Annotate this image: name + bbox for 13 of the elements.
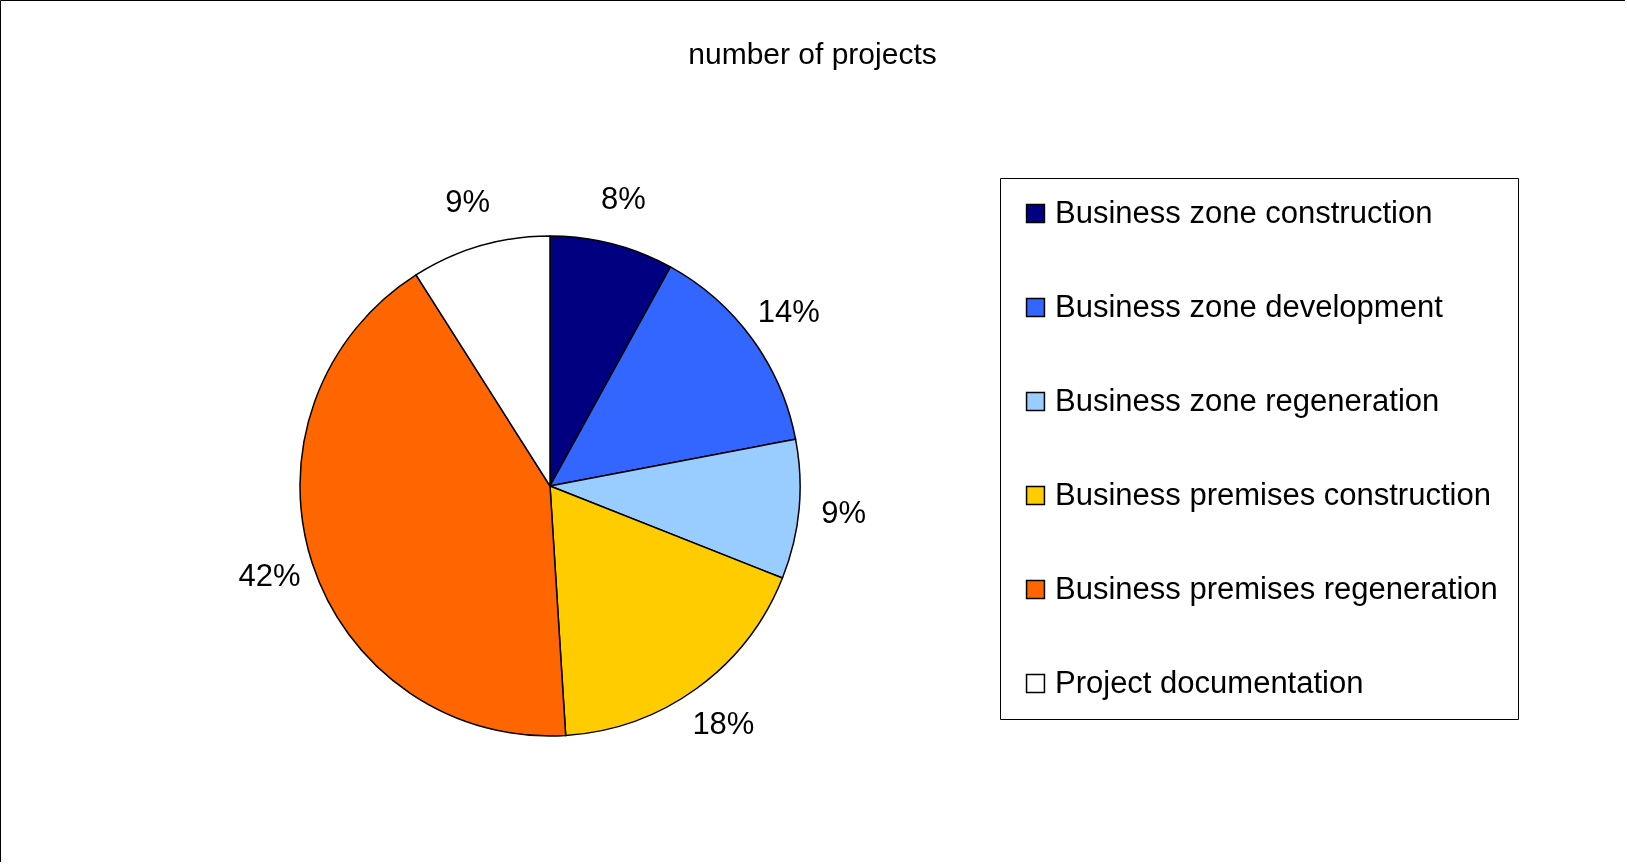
data-label: 9% (445, 183, 491, 219)
legend-label: Business zone development (1055, 288, 1444, 324)
data-label: 42% (238, 558, 301, 594)
data-label: 9% (821, 494, 867, 530)
legend-label: Business premises regeneration (1055, 570, 1498, 606)
legend-label: Business zone construction (1055, 194, 1433, 230)
data-label: 8% (600, 181, 646, 217)
chart-title: number of projects (688, 37, 937, 70)
data-label: 18% (692, 705, 755, 741)
legend-label: Business zone regeneration (1055, 382, 1440, 418)
legend-label: Business premises construction (1055, 476, 1491, 512)
legend-label: Project documentation (1055, 664, 1364, 700)
data-label: 14% (757, 293, 820, 329)
